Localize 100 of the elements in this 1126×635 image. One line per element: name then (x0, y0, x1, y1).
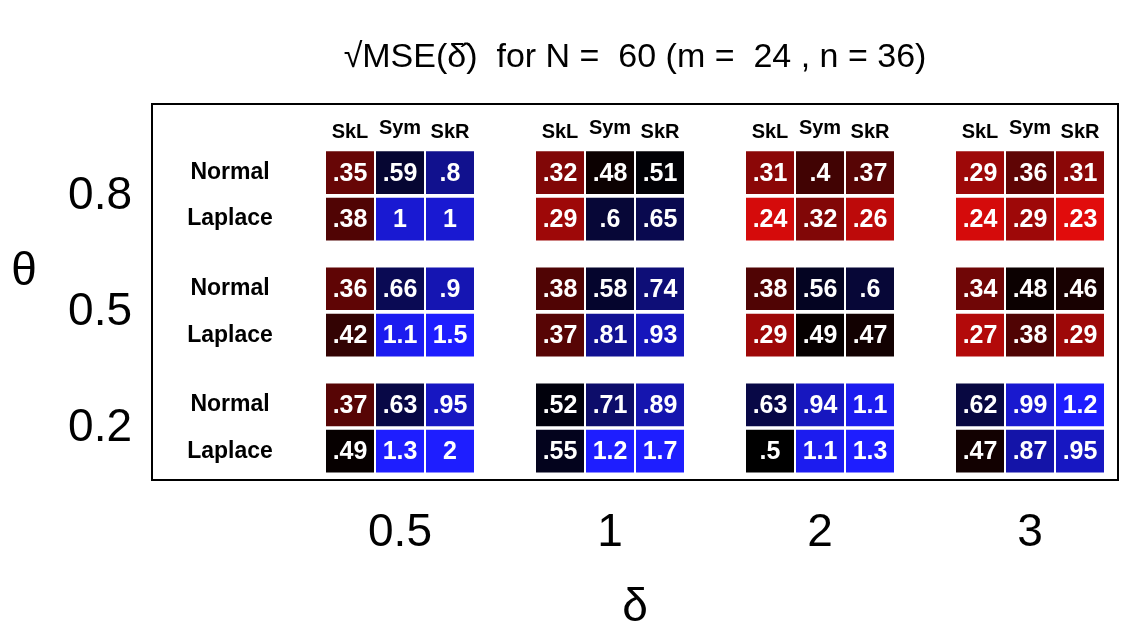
text: 0.5 (68, 282, 132, 335)
data-label: .63 (752, 389, 788, 418)
text: 3 (1017, 504, 1043, 557)
data-label: .35 (332, 157, 368, 186)
x-tick-label: SkR (1060, 119, 1101, 142)
data-label: 1.2 (592, 436, 628, 465)
data-label: .55 (542, 436, 578, 465)
data-label: .74 (642, 273, 678, 302)
data-label: .87 (1012, 436, 1048, 465)
data-label: .66 (382, 273, 418, 302)
data-label: .47 (852, 320, 888, 349)
y-tick-label: Laplace (187, 204, 273, 231)
x-tick-label: Sym (588, 115, 632, 138)
data-label: .49 (802, 320, 838, 349)
x-tick-label: SkL (541, 119, 579, 142)
data-label: .95 (432, 389, 468, 418)
data-label: .5 (759, 436, 781, 465)
data-label: .47 (962, 436, 998, 465)
data-label: .38 (1012, 320, 1048, 349)
data-label: 1.3 (382, 436, 418, 465)
data-label: .62 (962, 389, 998, 418)
chart-title: √MSE(δ̂) for N = 60 (m = 24 , n = 36) (343, 36, 927, 75)
data-label: 1.2 (1062, 389, 1098, 418)
text: 2 (807, 504, 833, 557)
x-tick-label: SkL (751, 119, 789, 142)
data-label: 2 (443, 436, 457, 465)
data-label: .93 (642, 320, 678, 349)
data-label: .71 (592, 389, 628, 418)
data-label: .59 (382, 157, 418, 186)
data-label: .6 (599, 204, 621, 233)
data-label: .31 (1062, 157, 1098, 186)
data-label: .34 (962, 273, 998, 302)
data-label: .29 (1012, 204, 1048, 233)
data-label: .95 (1062, 436, 1098, 465)
data-label: .38 (752, 273, 788, 302)
data-label: .37 (852, 157, 888, 186)
x-tick-label: Sym (378, 115, 422, 138)
data-label: .36 (332, 273, 368, 302)
data-label: .26 (852, 204, 888, 233)
data-label: .32 (542, 157, 578, 186)
data-label: .81 (592, 320, 628, 349)
data-label: 1.7 (642, 436, 678, 465)
data-label: .4 (809, 157, 831, 186)
data-label: .36 (1012, 157, 1048, 186)
data-label: 1.1 (382, 320, 418, 349)
data-label: .23 (1062, 204, 1098, 233)
data-label: 1.1 (802, 436, 838, 465)
y-tick-label: Normal (190, 274, 270, 301)
data-label: .24 (962, 204, 998, 233)
data-label: .29 (542, 204, 578, 233)
data-label: .9 (439, 273, 461, 302)
x-tick-label: Sym (798, 115, 842, 138)
y-axis-title: θ (11, 242, 37, 295)
data-label: .32 (802, 204, 838, 233)
data-label: .99 (1012, 389, 1048, 418)
data-label: .37 (542, 320, 578, 349)
y-tick-label: Laplace (187, 436, 273, 463)
data-label: 1 (443, 204, 458, 233)
data-label: .8 (439, 157, 461, 186)
text: 0.8 (68, 166, 132, 219)
data-label: .31 (752, 157, 788, 186)
data-label: 1.3 (852, 436, 888, 465)
data-label: 1 (393, 204, 408, 233)
data-label: 1.1 (852, 389, 888, 418)
y-tick-label: Normal (190, 390, 270, 417)
y-tick-label: Laplace (187, 320, 273, 347)
data-label: .38 (332, 204, 368, 233)
text: 1 (597, 504, 623, 557)
data-label: .29 (752, 320, 788, 349)
data-label: .94 (802, 389, 838, 418)
data-label: 1.5 (432, 320, 468, 349)
data-label: .38 (542, 273, 578, 302)
data-label: .65 (642, 204, 678, 233)
data-label: .52 (542, 389, 578, 418)
y-tick-label: Normal (190, 158, 270, 185)
data-label: .29 (1062, 320, 1098, 349)
data-label: .48 (1012, 273, 1048, 302)
x-tick-label: SkR (640, 119, 681, 142)
data-label: .29 (962, 157, 998, 186)
x-tick-label: SkL (961, 119, 999, 142)
data-label: .24 (752, 204, 788, 233)
x-tick-label: SkR (850, 119, 891, 142)
x-axis-title: δ (622, 578, 648, 631)
data-label: .48 (592, 157, 628, 186)
text: 0.5 (368, 504, 432, 557)
data-label: .27 (962, 320, 998, 349)
data-label: .58 (592, 273, 628, 302)
data-label: .49 (332, 436, 368, 465)
data-label: .63 (382, 389, 418, 418)
x-tick-label: SkR (430, 119, 471, 142)
data-label: .56 (802, 273, 838, 302)
data-label: .42 (332, 320, 368, 349)
data-label: .6 (859, 273, 881, 302)
x-tick-label: Sym (1008, 115, 1052, 138)
data-label: .89 (642, 389, 678, 418)
data-label: .46 (1062, 273, 1098, 302)
x-tick-label: SkL (331, 119, 369, 142)
text: 0.2 (68, 398, 132, 451)
data-label: .51 (642, 157, 678, 186)
data-label: .37 (332, 389, 368, 418)
